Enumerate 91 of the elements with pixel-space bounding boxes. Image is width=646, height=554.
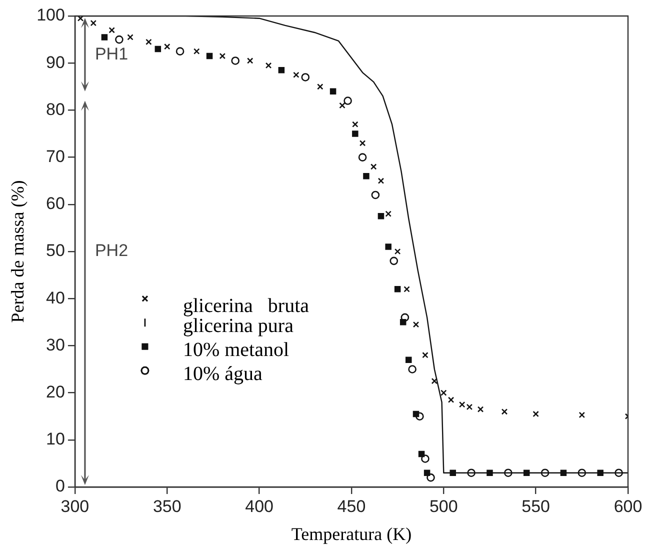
point: [578, 412, 586, 418]
point: [412, 321, 420, 328]
point: [532, 410, 539, 418]
y-tick-label: 80: [46, 100, 65, 119]
point: [352, 130, 358, 137]
y-axis-title: Perda de massa (%): [8, 180, 28, 323]
point: [458, 401, 466, 408]
point: [358, 153, 367, 162]
point: [146, 38, 152, 46]
point: [394, 248, 401, 255]
point: [385, 210, 392, 217]
point: [400, 319, 406, 326]
point: [164, 43, 170, 50]
point: [597, 470, 604, 476]
y-tick-label: 40: [46, 288, 65, 308]
point: [154, 46, 162, 52]
point: [115, 35, 124, 44]
point: [194, 48, 200, 54]
point: [418, 450, 425, 458]
y-tick-label: 100: [36, 6, 65, 25]
point: [101, 34, 108, 40]
point: [477, 406, 484, 412]
point: [265, 62, 272, 69]
point: [412, 410, 420, 418]
x-tick-label: 550: [522, 496, 550, 516]
point: [127, 34, 134, 40]
point: [359, 140, 366, 146]
x-tick-label: 600: [614, 496, 642, 516]
point: [378, 178, 384, 184]
point: [540, 468, 550, 478]
point: [408, 365, 416, 374]
point: [501, 408, 508, 415]
point: [90, 20, 97, 26]
point: [578, 468, 586, 478]
x-tick-label: 450: [337, 496, 366, 516]
y-tick-label: 10: [46, 430, 65, 449]
point: [424, 470, 430, 476]
point: [406, 356, 412, 363]
legend-label: glicerina bruta: [182, 294, 310, 317]
point: [404, 286, 410, 292]
point: [339, 102, 346, 109]
point: [246, 58, 254, 64]
point: [219, 52, 226, 60]
point: [431, 378, 438, 384]
point: [108, 27, 115, 34]
legend-label: 10% água: [182, 362, 262, 385]
point: [394, 286, 401, 292]
y-tick-label: 30: [46, 335, 65, 354]
point: [370, 164, 377, 170]
point: [504, 468, 512, 478]
x-tick-label: 500: [429, 496, 458, 516]
y-tick-label: 0: [55, 476, 65, 496]
x-tick-label: 350: [152, 496, 182, 516]
point: [371, 190, 380, 200]
x-tick-label: 300: [60, 496, 90, 516]
point: [231, 56, 240, 65]
y-tick-label: 90: [46, 52, 65, 72]
point: [385, 244, 392, 250]
x-tick-label: 400: [245, 496, 274, 516]
point: [486, 470, 493, 476]
point: [301, 73, 310, 82]
y-tick-label: 60: [46, 194, 65, 214]
point: [448, 396, 454, 403]
point: [344, 96, 352, 105]
x-axis-title: Temperatura (K): [291, 524, 412, 544]
y-tick-label: 20: [46, 382, 65, 402]
point: [422, 352, 428, 358]
y-tick-label: 70: [46, 146, 65, 166]
point: [467, 468, 476, 478]
annotation: PH1: [94, 44, 128, 64]
point: [206, 52, 213, 60]
point: [426, 473, 435, 482]
point: [440, 390, 447, 396]
annotation: PH2: [94, 241, 128, 260]
point: [352, 121, 358, 128]
legend-label: 10% metanol: [182, 338, 290, 361]
point: [363, 173, 370, 180]
point: [378, 213, 384, 220]
point: [466, 404, 473, 410]
point: [317, 84, 324, 90]
y-tick-label: 50: [46, 241, 65, 260]
point: [278, 67, 285, 74]
point: [176, 47, 184, 56]
point: [293, 72, 300, 78]
point: [416, 412, 424, 420]
point: [614, 468, 623, 478]
point: [330, 88, 336, 94]
point: [421, 454, 430, 463]
point: [390, 256, 398, 266]
point: [450, 470, 456, 476]
point: [400, 313, 410, 322]
